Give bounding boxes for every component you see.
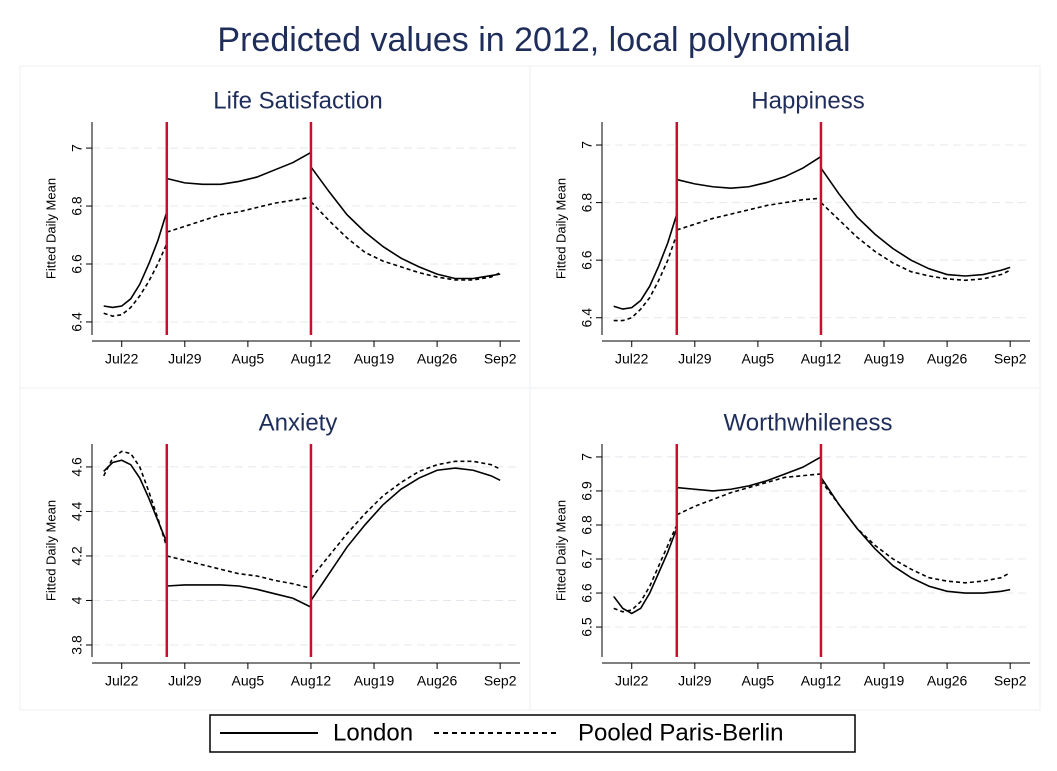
series-line xyxy=(103,459,501,608)
x-tick-label: Jul29 xyxy=(168,351,202,367)
x-tick-label: Sep2 xyxy=(484,351,517,367)
x-tick-label: Aug5 xyxy=(232,673,265,689)
y-tick-label: 3.8 xyxy=(69,635,85,655)
y-tick-label: 7 xyxy=(579,141,595,149)
y-tick-label: 4 xyxy=(69,596,85,604)
series-line xyxy=(613,473,1011,613)
legend-label: London xyxy=(333,719,413,746)
x-tick-label: Aug26 xyxy=(417,673,458,689)
x-tick-label: Jul22 xyxy=(615,351,649,367)
x-tick-label: Aug5 xyxy=(742,673,775,689)
y-tick-label: 6.6 xyxy=(579,250,595,270)
x-tick-label: Aug19 xyxy=(864,673,905,689)
x-tick-label: Aug26 xyxy=(927,351,968,367)
x-tick-label: Jul22 xyxy=(615,673,649,689)
y-tick-label: 6.8 xyxy=(579,515,595,535)
x-tick-label: Sep2 xyxy=(484,673,517,689)
x-tick-label: Sep2 xyxy=(994,351,1027,367)
panel-title: Life Satisfaction xyxy=(213,87,382,114)
x-tick-label: Jul29 xyxy=(678,351,712,367)
y-axis-label: Fitted Daily Mean xyxy=(43,178,58,279)
series-line xyxy=(102,450,501,590)
series-line xyxy=(103,151,501,309)
series-line xyxy=(613,197,1011,322)
y-tick-label: 6.8 xyxy=(579,193,595,213)
y-tick-label: 7 xyxy=(69,144,85,152)
x-tick-label: Aug5 xyxy=(232,351,265,367)
y-tick-label: 7 xyxy=(579,453,595,461)
x-tick-label: Aug5 xyxy=(742,351,775,367)
y-tick-label: 4.2 xyxy=(69,546,85,566)
x-tick-label: Aug19 xyxy=(354,673,395,689)
y-tick-label: 6.4 xyxy=(579,308,595,328)
y-axis-label: Fitted Daily Mean xyxy=(553,500,568,601)
y-tick-label: 4.6 xyxy=(69,457,85,477)
y-tick-label: 6.7 xyxy=(579,549,595,569)
x-tick-label: Aug19 xyxy=(354,351,395,367)
y-tick-label: 6.6 xyxy=(69,254,85,274)
series-line xyxy=(613,155,1011,310)
y-tick-label: 6.4 xyxy=(69,312,85,332)
y-axis-label: Fitted Daily Mean xyxy=(553,178,568,279)
figure-title: Predicted values in 2012, local polynomi… xyxy=(217,21,850,59)
y-tick-label: 6.6 xyxy=(579,583,595,603)
x-tick-label: Aug19 xyxy=(864,351,905,367)
panel-title: Worthwhileness xyxy=(724,409,893,436)
y-tick-label: 6.5 xyxy=(579,617,595,637)
x-tick-label: Aug12 xyxy=(291,673,332,689)
y-tick-label: 6.9 xyxy=(579,481,595,501)
x-tick-label: Jul22 xyxy=(105,673,139,689)
panel xyxy=(529,387,1041,711)
legend: London Pooled Paris-Berlin xyxy=(209,714,856,753)
panel-title: Anxiety xyxy=(259,409,338,436)
x-tick-label: Jul29 xyxy=(678,673,712,689)
x-tick-label: Jul29 xyxy=(168,673,202,689)
y-tick-label: 6.8 xyxy=(69,196,85,216)
x-tick-label: Sep2 xyxy=(994,673,1027,689)
x-tick-label: Aug12 xyxy=(801,673,842,689)
panel-title: Happiness xyxy=(751,87,864,114)
x-tick-label: Aug12 xyxy=(801,351,842,367)
series-line xyxy=(613,456,1011,615)
x-tick-label: Aug26 xyxy=(927,673,968,689)
y-tick-label: 4.4 xyxy=(69,501,85,521)
y-axis-label: Fitted Daily Mean xyxy=(43,500,58,601)
x-tick-label: Aug12 xyxy=(291,351,332,367)
x-tick-label: Jul22 xyxy=(105,351,139,367)
x-tick-label: Aug26 xyxy=(417,351,458,367)
series-line xyxy=(103,196,501,317)
legend-label: Pooled Paris-Berlin xyxy=(578,719,783,746)
